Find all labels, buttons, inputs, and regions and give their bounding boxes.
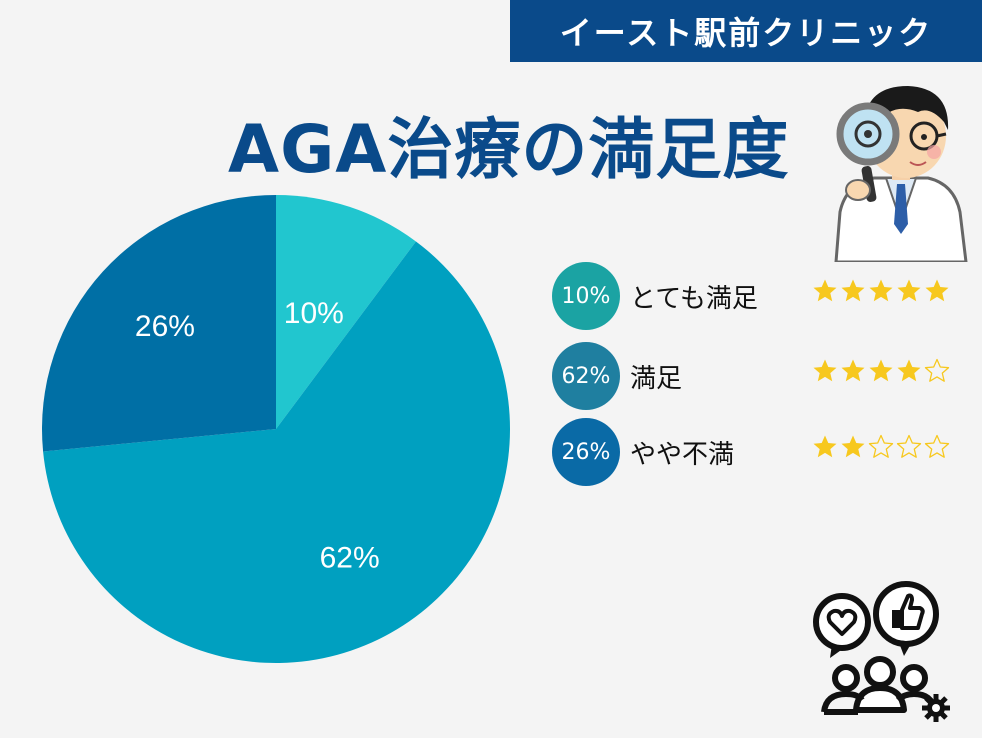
- star-filled-icon: [841, 279, 865, 302]
- star-filled-icon: [813, 359, 837, 382]
- slice-label: 10%: [284, 297, 344, 330]
- star-filled-icon: [925, 279, 949, 302]
- star-rating: [812, 434, 950, 460]
- legend-percent-badge: 62%: [552, 342, 620, 410]
- star-empty-icon: [924, 434, 950, 458]
- legend-label: やや不満: [630, 439, 735, 470]
- star-empty-icon: [896, 434, 922, 458]
- clinic-name-banner: イースト駅前クリニック: [510, 0, 982, 62]
- legend-label: 満足: [630, 363, 683, 394]
- star-filled-icon: [841, 435, 865, 458]
- star-filled-icon: [897, 359, 921, 382]
- star-rating: [812, 278, 950, 304]
- legend-item: 10% とても満足: [552, 262, 972, 330]
- pie-slice: [41, 195, 277, 452]
- star-filled-icon: [813, 279, 837, 302]
- chart-title: AGA治療の満足度: [228, 111, 790, 188]
- pie-slice: [276, 195, 416, 429]
- legend-item: 62% 満足: [552, 342, 972, 410]
- star-empty-icon: [924, 358, 950, 382]
- star-filled-icon: [869, 359, 893, 382]
- star-filled-icon: [841, 359, 865, 382]
- star-rating: [812, 358, 950, 384]
- legend-label: とても満足: [630, 283, 758, 314]
- legend-percent-badge: 26%: [552, 418, 620, 486]
- star-filled-icon: [813, 435, 837, 458]
- star-filled-icon: [897, 279, 921, 302]
- star-empty-icon: [868, 434, 894, 458]
- legend-item: 26% やや不満: [552, 418, 972, 486]
- people-feedback-icon: [813, 581, 950, 722]
- doctor-with-magnifier-icon: [834, 86, 968, 262]
- slice-label: 62%: [320, 542, 380, 575]
- legend-percent-badge: 10%: [552, 262, 620, 330]
- pie-slice: [43, 241, 510, 663]
- star-filled-icon: [869, 279, 893, 302]
- slice-label: 26%: [135, 310, 195, 343]
- clinic-name: イースト駅前クリニック: [559, 14, 933, 52]
